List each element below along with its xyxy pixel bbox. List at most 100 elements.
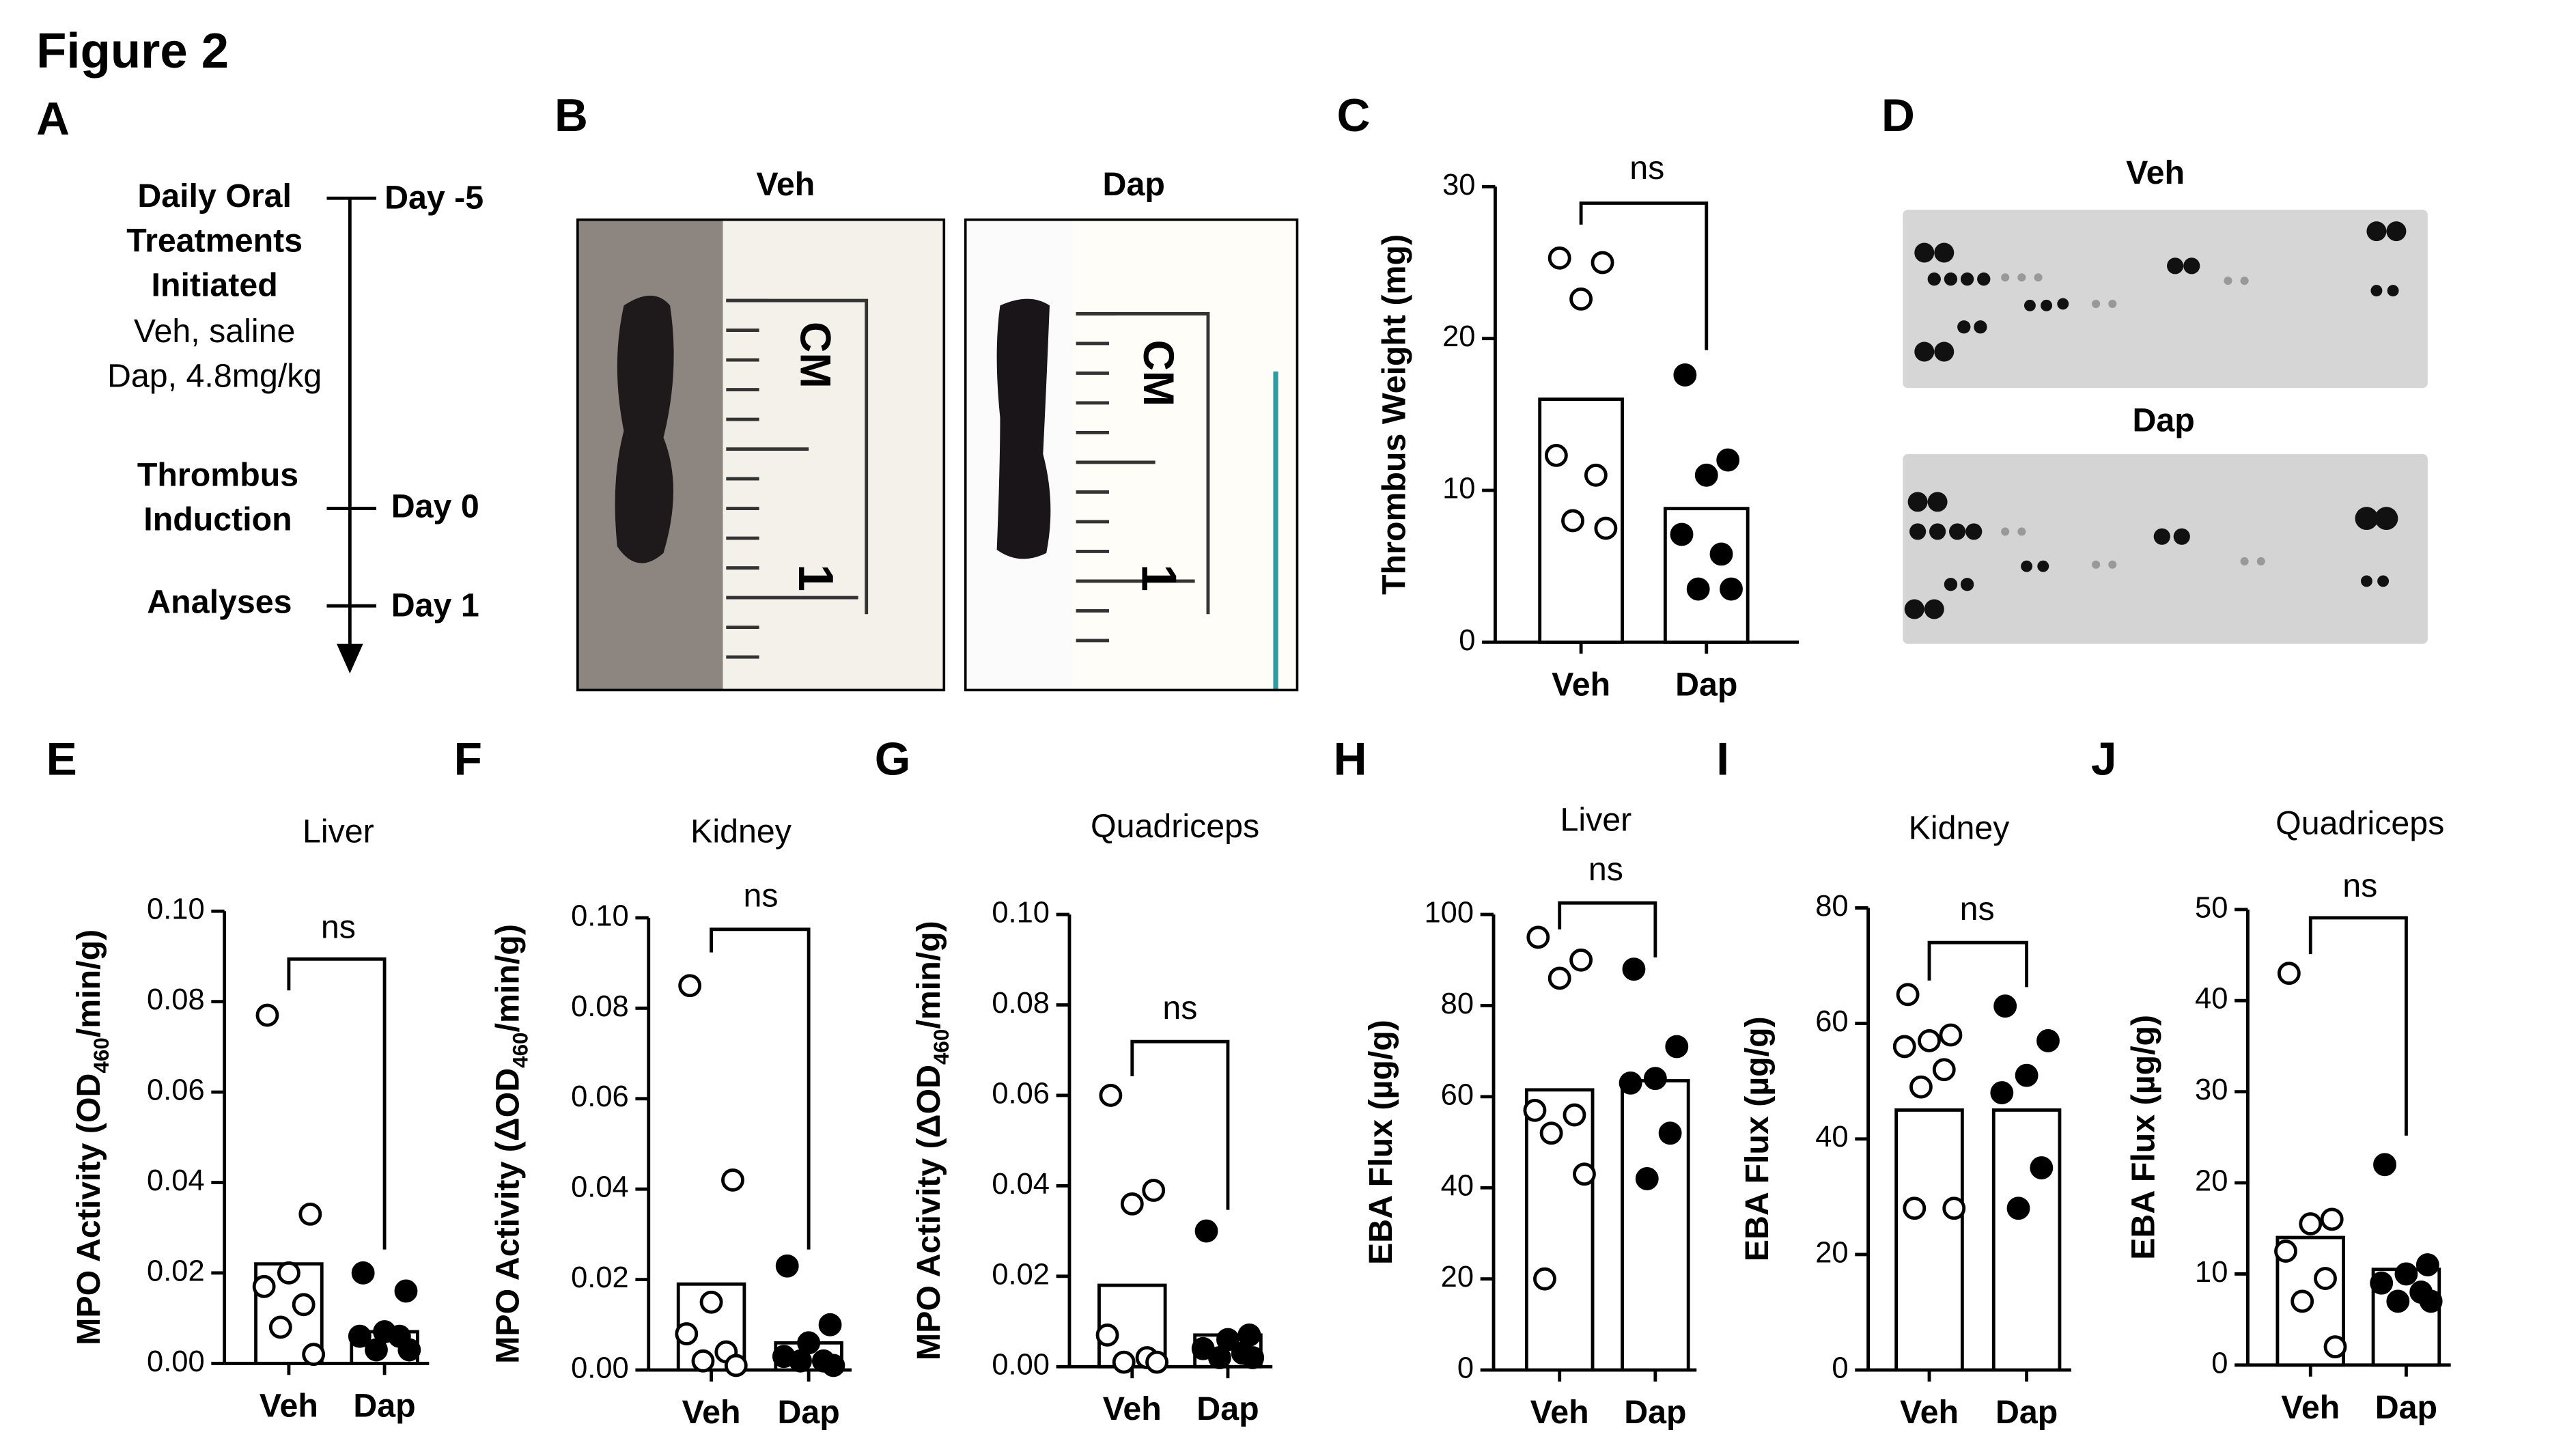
- y-axis-label-part: 460: [929, 1029, 953, 1065]
- timeline-day: Day -5: [384, 179, 484, 216]
- data-point: [775, 1254, 799, 1278]
- data-point: [1569, 287, 1593, 311]
- data-point: [1635, 1167, 1659, 1190]
- data-point: [1569, 948, 1593, 972]
- data-point: [1658, 1121, 1682, 1145]
- timeline-step: Treatments: [126, 222, 303, 259]
- data-point: [675, 1322, 699, 1346]
- timeline: [326, 196, 376, 674]
- y-tick-label: 30: [1442, 169, 1475, 201]
- chart: G Quadriceps MPO Activity (ΔOD460/min/g) 0.…: [875, 734, 1273, 1427]
- data-point: [678, 974, 702, 998]
- blot: [1903, 210, 2428, 389]
- data-point: [1619, 1071, 1642, 1095]
- data-point: [302, 1343, 326, 1367]
- data-point: [1670, 522, 1694, 546]
- bar: [1894, 1108, 1964, 1372]
- data-point: [2370, 1271, 2394, 1295]
- data-point: [1990, 1081, 2014, 1104]
- data-point: [1594, 516, 1618, 540]
- significance-bracket: [1927, 940, 2029, 988]
- data-point: [822, 1354, 845, 1377]
- y-tick-label: 0.02: [147, 1255, 205, 1287]
- data-point: [2006, 1196, 2030, 1220]
- y-tick-label: 0.00: [571, 1352, 629, 1385]
- y-tick-label: 30: [2195, 1074, 2228, 1106]
- data-point: [1207, 1346, 1231, 1369]
- photo-label: Veh: [756, 166, 815, 203]
- data-point: [2415, 1253, 2439, 1276]
- chart-title: Kidney: [1909, 810, 2011, 847]
- data-point: [277, 1261, 300, 1285]
- y-axis-label-part: EBA Flux (µg/g): [2125, 1015, 2161, 1260]
- y-axis-label-part: Thrombus Weight (mg): [1375, 234, 1412, 595]
- y-axis-label: Thrombus Weight (mg): [1375, 234, 1412, 595]
- data-point: [1932, 1058, 1956, 1082]
- data-point: [252, 1274, 276, 1298]
- data-point: [2036, 1029, 2060, 1052]
- data-point: [1918, 1029, 1941, 1052]
- data-point: [724, 1354, 748, 1377]
- ruler-unit: CM: [1134, 340, 1182, 407]
- data-point: [1643, 1067, 1667, 1091]
- data-point: [1892, 1035, 1916, 1059]
- y-tick-label: 0.00: [992, 1349, 1050, 1382]
- x-tick-label: Veh: [1552, 666, 1610, 703]
- panel-letter: G: [875, 734, 911, 785]
- data-point: [2299, 1212, 2323, 1235]
- y-axis-label-part: /min/g): [910, 921, 947, 1028]
- data-point: [2386, 1289, 2410, 1313]
- x-tick-label: Dap: [2375, 1389, 2437, 1426]
- panel-letter: H: [1334, 734, 1367, 785]
- data-point: [1120, 1192, 1144, 1216]
- panel-letter: E: [46, 734, 77, 785]
- chart-title: Liver: [1560, 802, 1631, 839]
- y-tick-label: 0.10: [147, 893, 205, 926]
- data-point: [1686, 577, 1710, 601]
- data-point: [1909, 1075, 1933, 1099]
- data-point: [2277, 962, 2301, 985]
- data-point: [1241, 1346, 1265, 1369]
- timeline-note: Dap, 4.8mg/kg: [107, 357, 322, 394]
- x-tick-label: Veh: [2281, 1389, 2340, 1426]
- ruler-mark: 1: [1131, 564, 1186, 591]
- chart: C Thrombus Weight (mg) 0 10 20 30 Veh Dap ns: [1336, 90, 1799, 703]
- data-point: [348, 1324, 372, 1348]
- x-tick-label: Dap: [1995, 1394, 2058, 1431]
- data-point: [1526, 925, 1550, 949]
- data-point: [1539, 1121, 1563, 1145]
- y-axis-label: EBA Flux (µg/g): [2125, 1015, 2161, 1260]
- chart: E Liver MPO Activity (OD460/min/g) 0.00 0.02…: [46, 734, 430, 1424]
- significance-bracket: [1558, 901, 1657, 957]
- ruler: [723, 219, 944, 690]
- data-point: [721, 1168, 744, 1192]
- data-point: [268, 1315, 292, 1339]
- y-axis-label-part: 460: [89, 1037, 113, 1073]
- panel-letter: A: [36, 94, 70, 145]
- y-tick-label: 0.06: [992, 1077, 1050, 1110]
- chart: J Quadriceps EBA Flux (µg/g) 0 10 20 30 40 50 Veh…: [2091, 734, 2451, 1426]
- y-tick-label: 0.02: [571, 1261, 629, 1294]
- data-point: [691, 1349, 715, 1373]
- y-tick-label: 0.04: [147, 1164, 205, 1197]
- ruler: [1072, 219, 1298, 690]
- y-axis-label: EBA Flux (µg/g): [1739, 1016, 1776, 1261]
- data-point: [1939, 1023, 1963, 1047]
- timeline-step: Initiated: [152, 267, 278, 304]
- y-axis-label-part: MPO Activity (ΔOD: [910, 1065, 947, 1360]
- x-tick-label: Veh: [1900, 1394, 1959, 1431]
- y-tick-label: 0.02: [992, 1258, 1050, 1291]
- data-point: [1993, 994, 2017, 1018]
- chart-title: Kidney: [690, 813, 792, 850]
- significance-label: ns: [1960, 891, 1995, 927]
- y-axis-label-part: EBA Flux (µg/g): [1739, 1016, 1776, 1261]
- data-point: [394, 1279, 418, 1303]
- photo-label: Dap: [1103, 166, 1165, 203]
- blot-label: Dap: [2133, 402, 2195, 439]
- chart: H Liver EBA Flux (µg/g) 0 20 40 60 80 100 Veh Dap n…: [1334, 734, 1697, 1431]
- ruler-mark: 1: [788, 564, 843, 591]
- significance-label: ns: [321, 909, 356, 946]
- y-tick-label: 20: [1442, 320, 1475, 353]
- data-point: [1523, 1098, 1547, 1122]
- x-tick-label: Dap: [1624, 1394, 1686, 1431]
